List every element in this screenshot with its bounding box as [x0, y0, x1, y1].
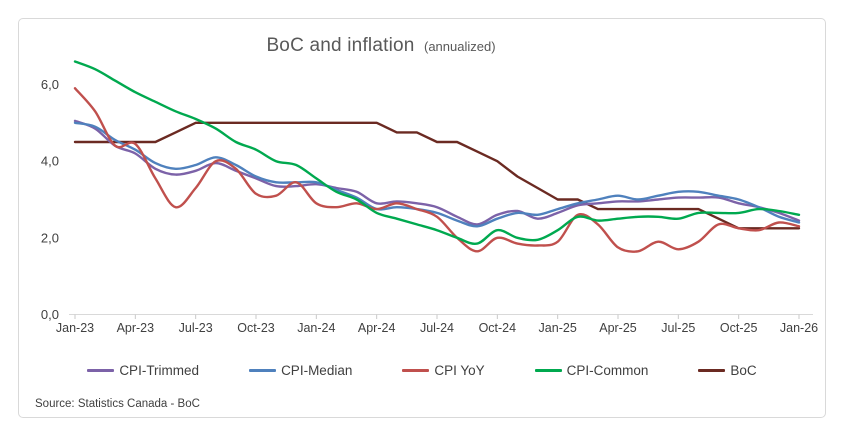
- x-axis-label: Jan-23: [56, 321, 94, 335]
- x-axis-label: Apr-25: [599, 321, 637, 335]
- legend-item-cpi-median: CPI-Median: [249, 363, 352, 378]
- boc-line-swatch: [698, 369, 726, 372]
- series-line-cpi-median: [73, 121, 801, 228]
- x-axis-label: Jan-24: [297, 321, 335, 335]
- x-axis-label: Jul-23: [179, 321, 213, 335]
- x-axis-label: Jul-24: [420, 321, 454, 335]
- legend-label: CPI YoY: [434, 363, 485, 378]
- chart-subtitle: (annualized): [424, 39, 496, 54]
- source-note: Source: Statistics Canada - BoC: [35, 398, 200, 410]
- y-axis-label: 6,0: [41, 77, 59, 92]
- y-axis-label: 4,0: [41, 154, 59, 169]
- y-axis-label: 0,0: [41, 307, 59, 322]
- legend-label: CPI-Trimmed: [119, 363, 200, 378]
- legend-label: CPI-Median: [281, 363, 353, 378]
- legend-item-boc: BoC: [698, 363, 757, 378]
- y-axis-label: 2,0: [41, 230, 59, 245]
- cpi-common-line-swatch: [534, 369, 562, 372]
- x-axis-label: Oct-23: [237, 321, 275, 335]
- series-line-boc: [73, 121, 801, 230]
- legend-item-cpi-trimmed: CPI-Trimmed: [87, 363, 199, 378]
- series-line-cpi-yoy: [73, 87, 801, 253]
- x-axis-label: Jul-25: [661, 321, 695, 335]
- x-axis-label: Apr-23: [117, 321, 155, 335]
- legend-label: BoC: [730, 363, 757, 378]
- series-line-cpi-trimmed: [73, 119, 801, 226]
- x-axis-label: Jan-26: [780, 321, 818, 335]
- chart-card: BoC and inflation (annualized) Jan-23 Apr…: [18, 18, 826, 418]
- x-axis-label: Oct-24: [479, 321, 517, 335]
- chart-legend: CPI-Trimmed CPI-Median CPI YoY CPI-Commo…: [19, 363, 825, 378]
- legend-item-cpi-common: CPI-Common: [534, 363, 649, 378]
- chart-title: BoC and inflation: [266, 35, 415, 56]
- chart-title-row: BoC and inflation (annualized): [19, 35, 743, 57]
- cpi-median-line-swatch: [249, 369, 277, 372]
- line-chart-plot: Jan-23 Apr-23 Jul-23 Oct-23 Jan-24 Apr-24 Jul-…: [41, 60, 818, 335]
- cpi-trimmed-line-swatch: [87, 369, 115, 372]
- cpi-yoy-line-swatch: [402, 369, 430, 372]
- x-axis-label: Apr-24: [358, 321, 396, 335]
- x-axis-label: Jan-25: [539, 321, 577, 335]
- legend-item-cpi-yoy: CPI YoY: [402, 363, 485, 378]
- legend-label: CPI-Common: [566, 363, 649, 378]
- x-axis-label: Oct-25: [720, 321, 758, 335]
- series-line-cpi-common: [73, 60, 801, 246]
